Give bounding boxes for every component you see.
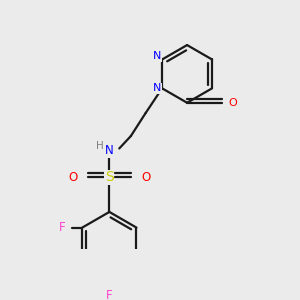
Text: F: F [106, 289, 113, 300]
Text: O: O [141, 171, 150, 184]
Text: S: S [105, 170, 114, 184]
Text: N: N [153, 51, 161, 61]
Text: H: H [96, 141, 104, 151]
Text: O: O [68, 171, 78, 184]
Text: N: N [105, 145, 114, 158]
Text: O: O [229, 98, 238, 108]
Text: N: N [153, 83, 161, 93]
Text: F: F [59, 221, 66, 234]
